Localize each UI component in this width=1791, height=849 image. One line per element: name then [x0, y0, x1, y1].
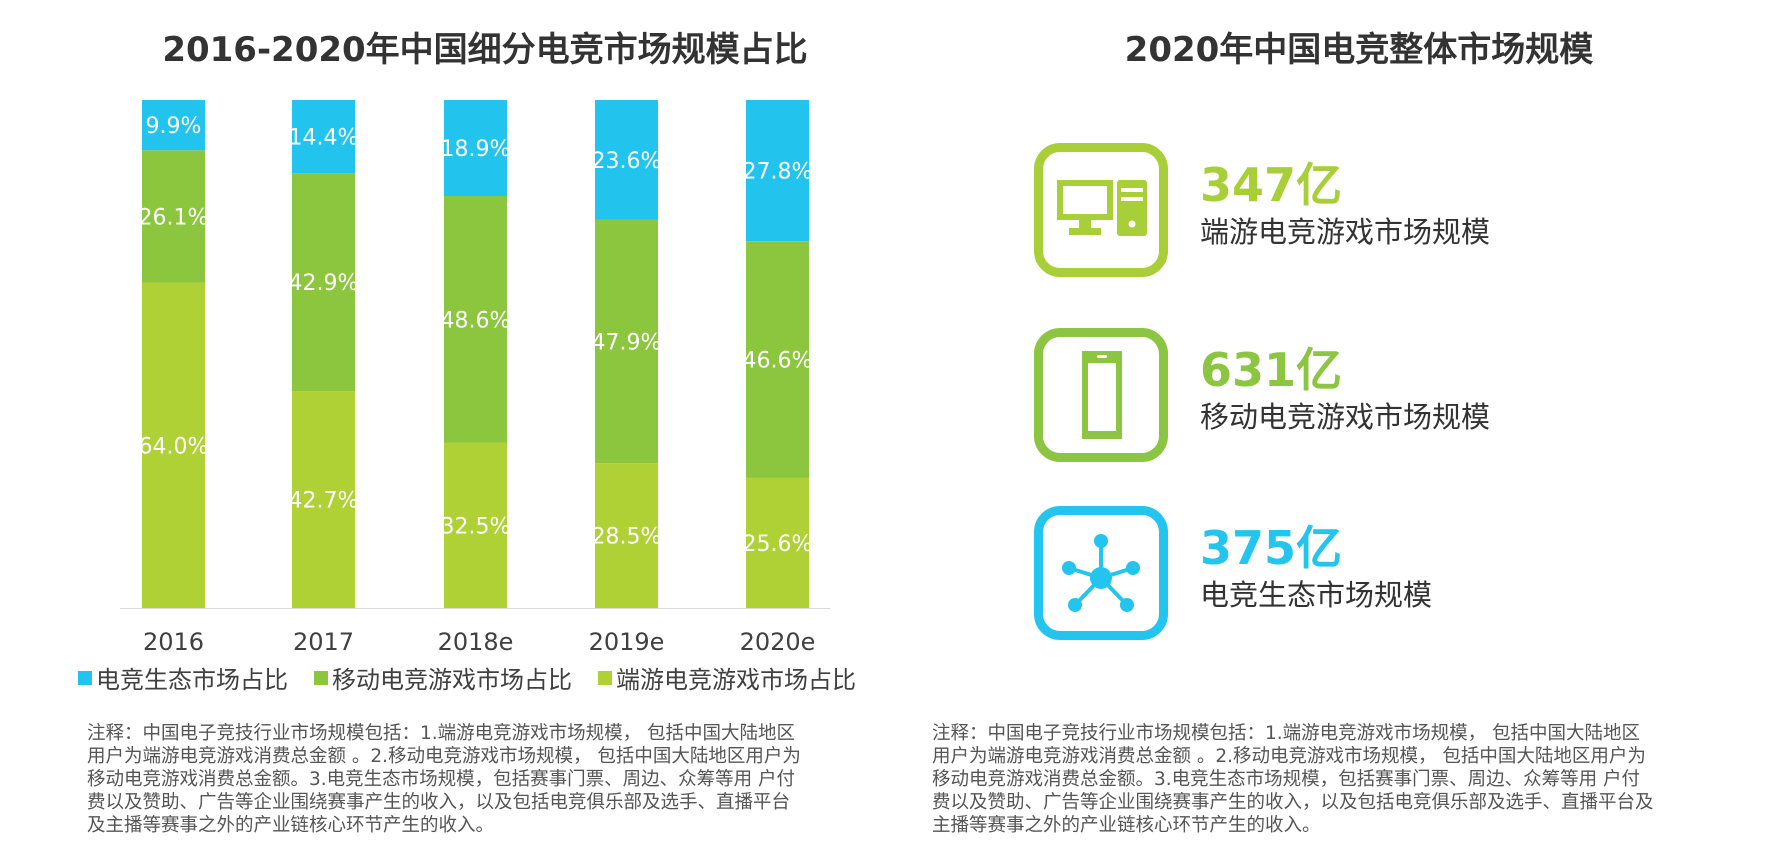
network-hub-icon: [1034, 506, 1168, 640]
bar-segment: [142, 282, 205, 608]
stacked-bar-chart: 64.0% 26.1% 9.9% 2016 42.7% 42.9% 14.4% 2017 32.…: [120, 100, 830, 656]
kpi-value: 347亿: [1200, 158, 1343, 212]
bar-segment: [595, 219, 658, 464]
data-label: 47.9%: [592, 331, 662, 356]
note-line: 注释：中国电子竞技行业市场规模包括：1.端游电竞游戏市场规模， 包括中国大陆地区: [932, 723, 1641, 744]
x-tick-label: 2019e: [589, 628, 665, 656]
data-label: 27.8%: [743, 160, 813, 185]
data-label: 14.4%: [289, 126, 359, 151]
note-line: 移动电竞游戏消费总金额。3.电竞生态市场规模，包括赛事门票、周边、众筹等用 户付: [932, 769, 1641, 790]
data-label: 18.9%: [441, 137, 511, 162]
x-tick-label: 2016: [143, 628, 204, 656]
note-line: 用户为端游电竞游戏消费总金额 。2.移动电竞游戏市场规模， 包括中国大陆地区用户…: [87, 746, 801, 767]
data-label: 23.6%: [592, 149, 662, 174]
legend-swatch: [314, 670, 328, 685]
kpi-label: 移动电竞游戏市场规模: [1200, 400, 1491, 434]
kpi-value: 375亿: [1200, 521, 1343, 575]
right-panel-title: 2020年中国电竞整体市场规模: [1124, 30, 1594, 70]
legend-swatch: [598, 670, 612, 685]
kpi-label: 端游电竞游戏市场规模: [1200, 215, 1491, 249]
left-note: 注释：中国电子竞技行业市场规模包括：1.端游电竞游戏市场规模， 包括中国大陆地区…: [87, 722, 867, 837]
x-tick-label: 2020e: [740, 628, 816, 656]
bar-segment: [292, 100, 355, 174]
legend-item-ecosystem: 电竞生态市场占比: [78, 660, 288, 695]
bar-segment: [142, 150, 205, 283]
kpi-value: 631亿: [1200, 343, 1343, 397]
bar-segment: [444, 196, 507, 443]
data-label: 26.1%: [139, 206, 209, 231]
bar-segment: [444, 100, 507, 197]
legend-item-mobile: 移动电竞游戏市场占比: [314, 660, 572, 695]
data-label: 42.7%: [289, 489, 359, 514]
data-label: 9.9%: [146, 114, 202, 139]
bar-segment: [595, 463, 658, 608]
legend-item-pc: 端游电竞游戏市场占比: [598, 660, 856, 695]
data-label: 42.9%: [289, 271, 359, 296]
legend-label: 移动电竞游戏市场占比: [332, 666, 572, 694]
bar-segment: [292, 391, 355, 608]
bar-segment: [142, 100, 205, 151]
data-label: 28.5%: [592, 525, 662, 550]
x-tick-label: 2017: [293, 628, 354, 656]
bar-segment: [746, 100, 809, 242]
bar-segment: [746, 477, 809, 608]
bar-segment: [444, 442, 507, 608]
note-line: 及主播等赛事之外的产业链核心环节产生的收入。: [87, 815, 495, 836]
x-tick-label: 2018e: [438, 628, 514, 656]
legend-label: 端游电竞游戏市场占比: [616, 666, 856, 694]
kpi-label: 电竞生态市场规模: [1200, 578, 1433, 612]
note-line: 注释：中国电子竞技行业市场规模包括：1.端游电竞游戏市场规模， 包括中国大陆地区: [87, 723, 796, 744]
data-label: 25.6%: [743, 532, 813, 557]
data-label: 64.0%: [139, 434, 209, 459]
legend-swatch: [78, 670, 92, 685]
mobile-phone-icon: [1034, 328, 1168, 462]
data-label: 46.6%: [743, 349, 813, 374]
chart-legend: 电竞生态市场占比 移动电竞游戏市场占比 端游电竞游戏市场占比: [78, 660, 856, 695]
legend-label: 电竞生态市场占比: [96, 666, 288, 694]
note-line: 费以及赞助、广告等企业围绕赛事产生的收入，以及包括电竞俱乐部及选手、直播平台及: [932, 792, 1654, 813]
left-chart-title: 2016-2020年中国细分电竞市场规模占比: [162, 30, 808, 70]
bar-segment: [746, 241, 809, 478]
note-line: 用户为端游电竞游戏消费总金额 。2.移动电竞游戏市场规模， 包括中国大陆地区用户…: [932, 746, 1646, 767]
desktop-computer-icon: [1034, 143, 1168, 277]
data-label: 48.6%: [441, 308, 511, 333]
right-note: 注释：中国电子竞技行业市场规模包括：1.端游电竞游戏市场规模， 包括中国大陆地区…: [932, 722, 1712, 837]
bar-segment: [595, 100, 658, 220]
note-line: 费以及赞助、广告等企业围绕赛事产生的收入，以及包括电竞俱乐部及选手、直播平台: [87, 792, 791, 813]
note-line: 主播等赛事之外的产业链核心环节产生的收入。: [932, 815, 1321, 836]
note-line: 移动电竞游戏消费总金额。3.电竞生态市场规模，包括赛事门票、周边、众筹等用 户付: [87, 769, 796, 790]
bar-segment: [292, 173, 355, 392]
data-label: 32.5%: [441, 514, 511, 539]
